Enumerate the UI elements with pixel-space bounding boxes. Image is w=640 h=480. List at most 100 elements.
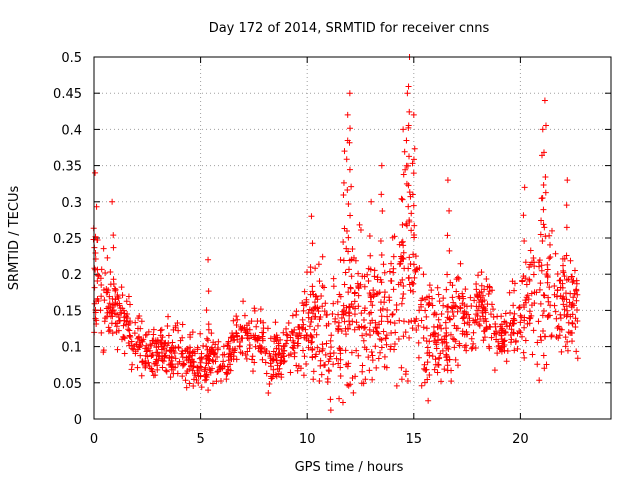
data-point [447, 331, 454, 338]
data-point [544, 274, 551, 281]
data-point [481, 334, 488, 341]
data-point [541, 292, 548, 299]
data-point [340, 238, 347, 245]
data-point [212, 341, 219, 348]
data-point [315, 308, 322, 315]
data-point [352, 373, 359, 380]
data-point [116, 300, 123, 307]
data-point [559, 255, 566, 262]
data-point [345, 382, 352, 389]
data-point [95, 273, 102, 280]
data-point [453, 325, 460, 332]
data-point [541, 365, 548, 372]
y-tick-label: 0.1 [61, 341, 82, 356]
data-point [288, 328, 295, 335]
y-tick-label: 0.45 [53, 87, 82, 102]
data-point [479, 292, 486, 299]
data-point [562, 343, 569, 350]
data-point [117, 310, 124, 317]
data-point [270, 366, 277, 373]
data-point [388, 330, 395, 337]
data-point [376, 336, 383, 343]
data-point [131, 330, 138, 337]
data-point [267, 360, 274, 367]
data-point [106, 293, 113, 300]
data-point [109, 302, 116, 309]
data-point [403, 137, 410, 144]
data-point [340, 192, 347, 199]
data-point [437, 350, 444, 357]
data-point [203, 335, 210, 342]
data-point [474, 292, 481, 299]
data-point [554, 270, 561, 277]
x-tick-label: 0 [90, 432, 98, 447]
data-point [398, 195, 405, 202]
data-point [112, 320, 119, 327]
data-point [444, 177, 451, 184]
data-point [312, 265, 319, 272]
data-point [98, 293, 105, 300]
scatter-series [90, 54, 581, 414]
data-point [92, 169, 99, 176]
data-point [541, 224, 548, 231]
data-point [399, 255, 406, 262]
data-point [443, 354, 450, 361]
data-point [346, 90, 353, 97]
data-point [570, 277, 577, 284]
data-point [159, 364, 166, 371]
data-point [527, 261, 534, 268]
data-point [110, 276, 117, 283]
data-point [395, 336, 402, 343]
data-point [543, 361, 550, 368]
data-point [546, 255, 553, 262]
data-point [240, 298, 247, 305]
data-point [225, 338, 232, 345]
data-point [205, 326, 212, 333]
data-point [127, 333, 134, 340]
data-point [378, 279, 385, 286]
data-point [208, 330, 215, 337]
data-point [429, 302, 436, 309]
data-point [536, 257, 543, 264]
data-point [278, 374, 285, 381]
data-point [446, 207, 453, 214]
data-point [274, 334, 281, 341]
data-point [145, 359, 152, 366]
data-point [406, 108, 413, 115]
data-point [478, 269, 485, 276]
data-point [182, 377, 189, 384]
data-point [168, 363, 175, 370]
data-point [526, 264, 533, 271]
data-point [335, 311, 342, 318]
data-point [398, 300, 405, 307]
data-point [234, 316, 241, 323]
data-point [294, 367, 301, 374]
data-point [307, 318, 314, 325]
data-point [415, 322, 422, 329]
data-point [444, 232, 451, 239]
data-point [306, 306, 313, 313]
data-point [438, 311, 445, 318]
data-point [378, 252, 385, 259]
data-point [346, 166, 353, 173]
data-point [480, 337, 487, 344]
data-point [526, 315, 533, 322]
data-point [351, 290, 358, 297]
data-point [563, 202, 570, 209]
data-point [216, 364, 223, 371]
data-point [174, 319, 181, 326]
data-point [271, 338, 278, 345]
data-point [546, 232, 553, 239]
data-point [110, 244, 117, 251]
data-point [347, 125, 354, 132]
data-point [526, 277, 533, 284]
data-point [405, 203, 412, 210]
data-point [91, 300, 98, 307]
data-point [301, 353, 308, 360]
data-point [210, 358, 217, 365]
data-point [514, 345, 521, 352]
data-point [325, 320, 332, 327]
data-point [270, 356, 277, 363]
data-point [389, 234, 396, 241]
data-point [151, 340, 158, 347]
